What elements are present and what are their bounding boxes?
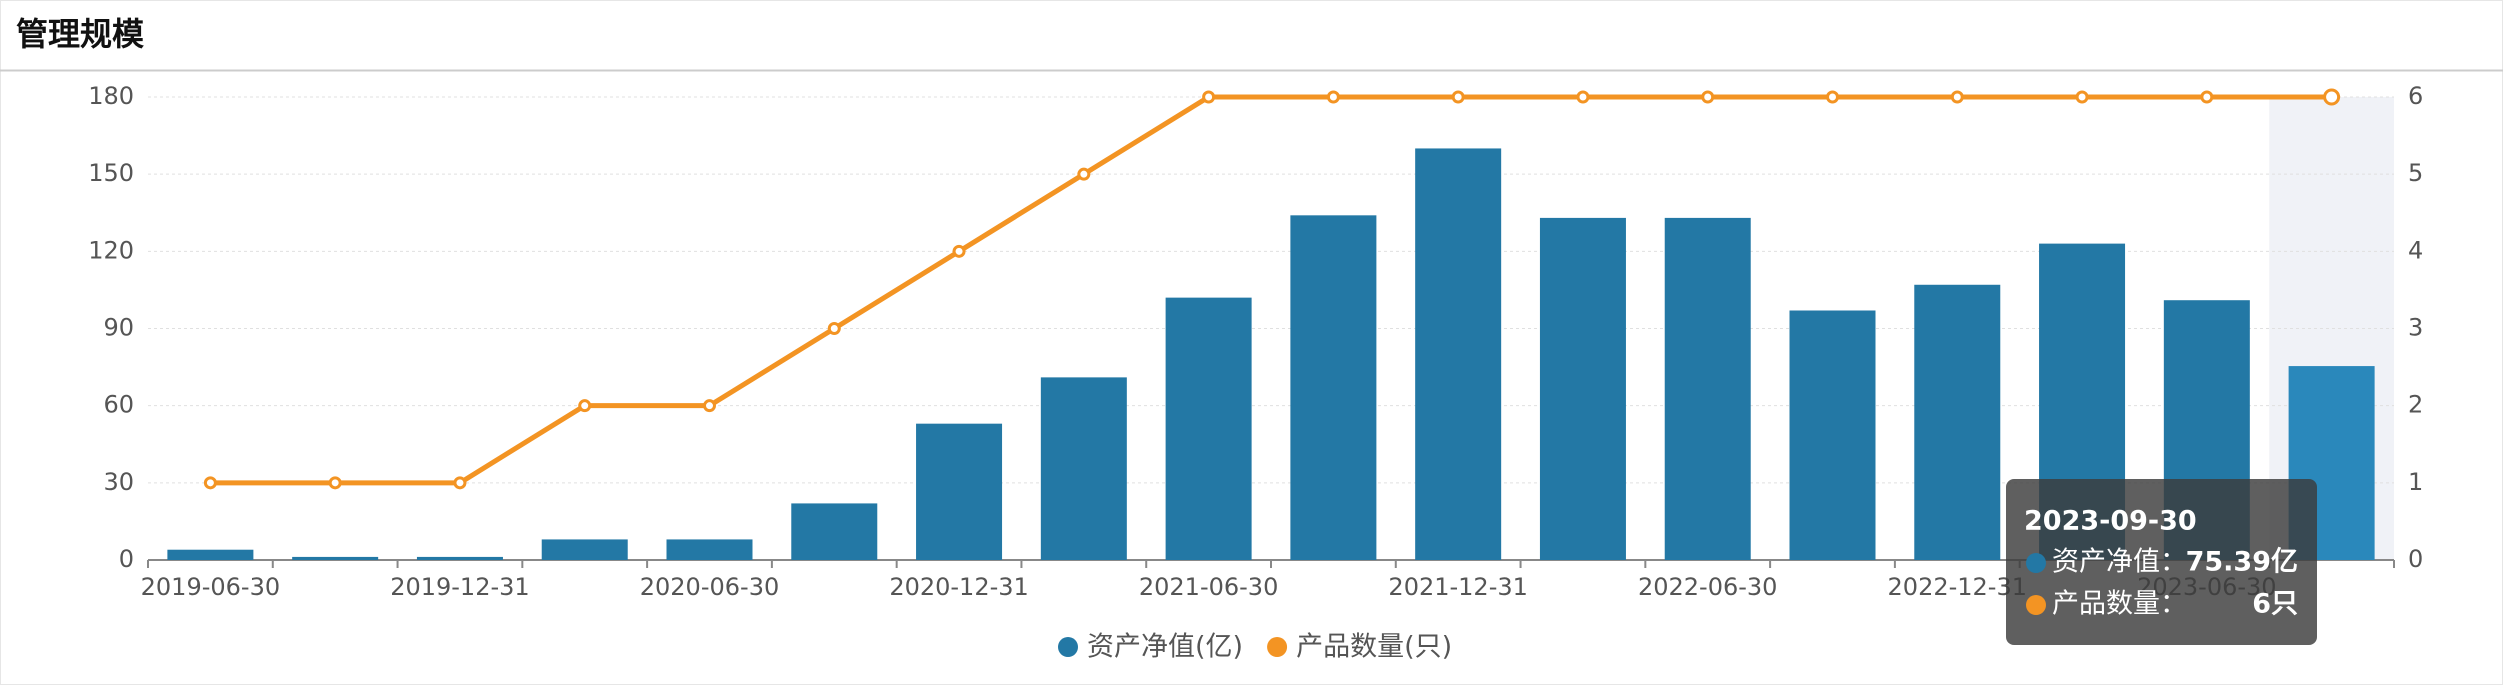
line-point [2323,88,2341,106]
y-tick-label: 150 [88,159,134,187]
y2-tick-label: 2 [2408,391,2423,419]
line-point [827,322,841,335]
y-tick-label: 0 [119,545,134,573]
line-point [1077,167,1091,181]
bar [666,539,753,560]
line-point [1451,90,1465,104]
x-tick-label: 2020-06-30 [640,573,779,601]
bar [1789,310,1876,560]
legend-label: 资产净值(亿) [1087,632,1243,663]
bar [1664,217,1751,560]
y2-tick-label: 4 [2408,236,2423,264]
y2-tick-label: 1 [2408,468,2423,496]
x-tick-label: 2022-06-30 [1638,573,1777,601]
x-tick-label: 2019-12-31 [390,573,529,601]
y-tick-label: 90 [103,314,134,342]
line-point [1576,90,1590,104]
line-point [2075,90,2089,104]
line-point [1826,90,1839,104]
bar [791,503,878,560]
bar [167,549,254,560]
y2-tick-label: 6 [2408,82,2423,110]
tooltip-marker [2026,553,2046,573]
line-point [952,244,966,258]
y-tick-label: 60 [103,391,134,419]
y-tick-label: 120 [88,236,134,264]
bar [1415,148,1502,560]
line-point [1950,90,1964,104]
line [210,94,2332,486]
tooltip-label: 产品数量： [2052,589,2187,620]
tooltip-title: 2023-09-30 [2024,506,2197,537]
line-point [1202,90,1216,104]
bar [416,556,503,560]
line-point [2200,90,2214,104]
bar [1290,215,1377,561]
line-point [203,476,217,490]
line-point [453,476,467,490]
x-tick-label: 2020-12-31 [889,573,1028,601]
y-tick-label: 30 [103,468,134,496]
tooltip-value: 6只 [2252,589,2298,620]
legend-marker [1267,637,1288,657]
y2-tick-label: 3 [2408,314,2423,342]
y2-tick-label: 0 [2408,545,2423,573]
x-tick-label: 2019-06-30 [141,573,280,601]
bar [541,539,628,560]
line-point [1326,90,1340,104]
line-point [578,399,592,413]
x-tick-label: 2021-06-30 [1139,573,1278,601]
y-tick-label: 180 [88,82,134,110]
tooltip-marker [2026,595,2046,615]
bar [1914,284,2001,560]
panel-title: 管理规模 [16,15,144,53]
bar [1165,297,1252,560]
legend-label: 产品数量(只) [1296,632,1452,663]
bar [916,423,1003,560]
tooltip-value: 75.39亿 [2186,547,2298,578]
line-point [703,399,716,413]
x-tick-label: 2021-12-31 [1388,573,1527,601]
legend-marker [1058,637,1078,657]
tooltip-label: 资产净值： [2052,547,2187,578]
line-point [1701,90,1715,104]
bar [1539,217,1626,560]
tooltip-box [2006,479,2317,645]
y2-tick-label: 5 [2408,159,2423,187]
bar [1040,377,1127,560]
x-tick-label: 2022-12-31 [1888,573,2027,601]
line-point [328,476,342,490]
bar [292,556,379,560]
